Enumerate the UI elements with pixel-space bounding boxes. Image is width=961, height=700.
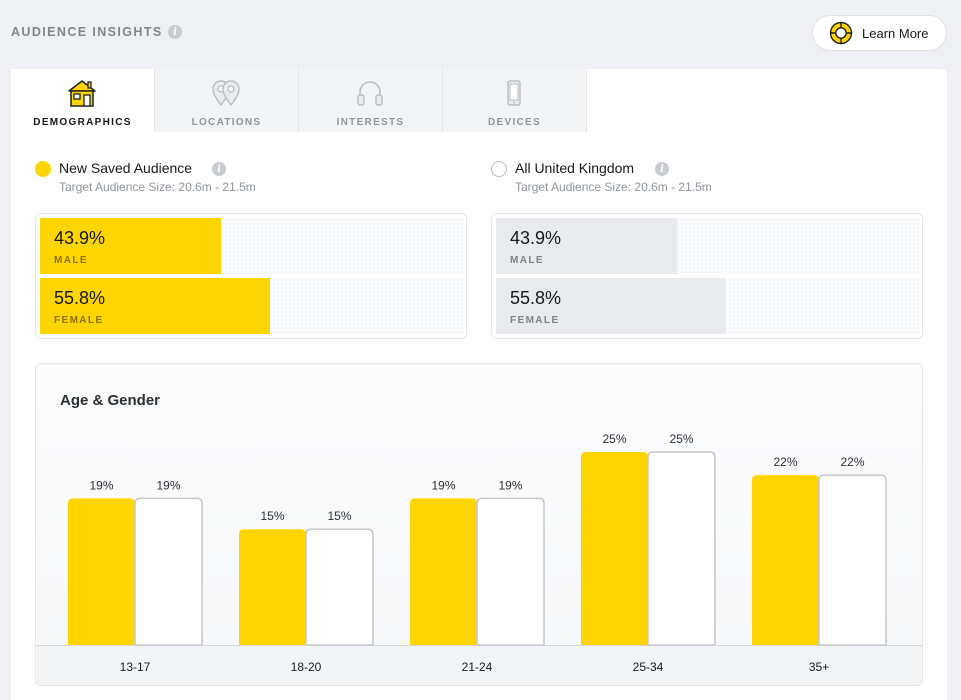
age-gender-card: Age & Gender 19% 19% 13-17 15% 15% 18-20 19% 19… — [35, 363, 923, 686]
insights-panel: DEMOGRAPHICS LOCATIONS INTERESTS — [11, 69, 947, 700]
tab-interests[interactable]: INTERESTS — [299, 69, 443, 132]
tab-devices[interactable]: DEVICES — [443, 69, 587, 132]
info-icon[interactable]: i — [168, 25, 182, 39]
top-bar: AUDIENCE INSIGHTS i Learn More — [0, 0, 961, 66]
map-pin-icon — [212, 80, 240, 107]
phone-icon — [507, 80, 521, 106]
gender-bar-female: 55.8% FEMALE — [496, 278, 726, 334]
page-title: AUDIENCE INSIGHTS — [11, 25, 163, 39]
audience-name: All United Kingdom — [515, 160, 635, 176]
bar-value-label: 19% — [89, 478, 113, 492]
info-icon[interactable]: i — [655, 162, 669, 176]
gender-label: MALE — [510, 255, 544, 266]
gender-box-new-saved: 43.9% MALE 55.8% FEMALE — [35, 213, 467, 339]
tab-label: DEMOGRAPHICS — [33, 117, 132, 128]
gender-track-female: 55.8% FEMALE — [496, 278, 920, 334]
tab-label: INTERESTS — [336, 117, 405, 128]
audience-size: Target Audience Size: 20.6m - 21.5m — [59, 180, 256, 194]
bar-35+-saved[interactable] — [752, 475, 819, 645]
gender-percent: 43.9% — [54, 228, 106, 248]
lifebuoy-icon — [829, 21, 853, 45]
x-tick-label: 25-34 — [633, 660, 664, 674]
bar-value-label: 19% — [431, 478, 455, 492]
bar-25-34-uk[interactable] — [647, 451, 716, 646]
gender-box-all-uk: 43.9% MALE 55.8% FEMALE — [491, 213, 923, 339]
audience-all-uk: All United Kingdom i Target Audience Siz… — [491, 160, 921, 196]
tab-locations[interactable]: LOCATIONS — [155, 69, 299, 132]
audience-radio-selected[interactable] — [35, 161, 51, 177]
bar-21-24-uk[interactable] — [476, 497, 545, 646]
audience-size: Target Audience Size: 20.6m - 21.5m — [515, 180, 712, 194]
bar-value-label: 15% — [327, 509, 351, 523]
bar-18-20-saved[interactable] — [239, 529, 306, 645]
gender-track-female: 55.8% FEMALE — [40, 278, 464, 334]
x-tick-label: 35+ — [809, 660, 829, 674]
bar-value-label: 25% — [669, 432, 693, 446]
bar-35+-uk[interactable] — [818, 474, 887, 646]
house-icon — [68, 80, 96, 107]
bar-value-label: 19% — [156, 478, 180, 492]
gender-bar-female: 55.8% FEMALE — [40, 278, 270, 334]
audience-name: New Saved Audience — [59, 160, 193, 176]
bar-value-label: 19% — [498, 478, 522, 492]
gender-label: FEMALE — [510, 315, 560, 326]
gender-track-male: 43.9% MALE — [496, 218, 920, 274]
learn-more-label: Learn More — [862, 25, 929, 41]
gender-label: MALE — [54, 255, 88, 266]
info-icon[interactable]: i — [212, 162, 226, 176]
tab-bar: DEMOGRAPHICS LOCATIONS INTERESTS — [11, 69, 587, 132]
bar-25-34-saved[interactable] — [581, 452, 648, 645]
x-tick-label: 21-24 — [462, 660, 493, 674]
bar-18-20-uk[interactable] — [305, 528, 374, 646]
x-tick-label: 18-20 — [291, 660, 322, 674]
bar-value-label: 22% — [840, 455, 864, 469]
gender-percent: 43.9% — [510, 228, 562, 248]
learn-more-button[interactable]: Learn More — [812, 15, 947, 51]
bar-13-17-saved[interactable] — [68, 498, 135, 645]
bar-value-label: 25% — [602, 432, 626, 446]
gender-bar-male: 43.9% MALE — [496, 218, 677, 274]
audience-radio-unselected[interactable] — [491, 161, 507, 177]
x-tick-label: 13-17 — [120, 660, 151, 674]
bar-value-label: 15% — [260, 509, 284, 523]
gender-percent: 55.8% — [510, 288, 562, 308]
audience-new-saved: New Saved Audience i Target Audience Siz… — [35, 160, 465, 196]
bar-13-17-uk[interactable] — [134, 497, 203, 646]
tab-label: DEVICES — [487, 117, 541, 128]
tab-label: LOCATIONS — [191, 117, 262, 128]
tab-demographics[interactable]: DEMOGRAPHICS — [11, 69, 155, 132]
gender-label: FEMALE — [54, 315, 104, 326]
age-gender-chart: 19% 19% 13-17 15% 15% 18-20 19% 19% 21-24 25% 25% 2… — [68, 432, 887, 674]
gender-track-male: 43.9% MALE — [40, 218, 464, 274]
gender-percent: 55.8% — [54, 288, 106, 308]
headphones-icon — [357, 81, 383, 106]
gender-bar-male: 43.9% MALE — [40, 218, 221, 274]
bar-value-label: 22% — [773, 455, 797, 469]
x-axis — [36, 645, 922, 685]
bar-21-24-saved[interactable] — [410, 498, 477, 645]
age-gender-title: Age & Gender — [60, 392, 161, 409]
